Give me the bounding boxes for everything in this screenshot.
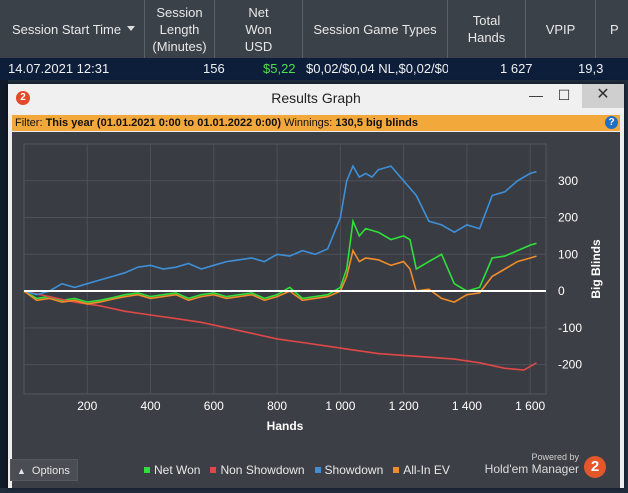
column-header-session-start-time[interactable]: Session Start Time: [0, 0, 145, 58]
cell-net-won: $5,22: [263, 61, 296, 76]
series-line-non-showdown: [23, 290, 537, 371]
series-line-allin-ev: [23, 248, 537, 305]
chart-legend: Net Won Non Showdown Showdown All-In EV: [144, 462, 450, 478]
column-header-label: Session Length (Minutes): [152, 4, 207, 54]
column-header-session-length[interactable]: Session Length (Minutes): [145, 0, 215, 58]
column-header-truncated[interactable]: P: [596, 0, 628, 58]
cell-game-types: $0,02/$0,04 NL,$0,02/$0: [306, 61, 448, 76]
help-icon[interactable]: ?: [605, 116, 618, 129]
column-header-total-hands[interactable]: Total Hands: [448, 0, 526, 58]
window-title: Results Graph: [271, 90, 361, 106]
x-tick-label: 600: [204, 399, 224, 413]
legend-item-allin-ev[interactable]: All-In EV: [393, 462, 450, 478]
column-header-label: Total Hands: [467, 13, 506, 45]
cell-vpip: 19,3: [578, 61, 604, 76]
plot-area: [23, 143, 547, 395]
series-line-net-won: [23, 218, 537, 303]
column-header-label: P: [610, 21, 619, 37]
results-graph-window: 2 Results Graph — ☐ ✕ Filter: This year …: [8, 84, 624, 488]
y-tick-label: 200: [558, 211, 578, 225]
x-tick-label: 1 600: [515, 399, 545, 413]
table-row[interactable]: 14.07.2021 12:31 156 $5,22 $0,02/$0,04 N…: [0, 58, 628, 80]
filter-label: Filter:: [15, 117, 43, 129]
filter-bar: Filter: This year (01.01.2021 0:00 to 01…: [12, 115, 620, 131]
column-header-label: Session Game Types: [313, 21, 437, 37]
y-tick-label: 0: [558, 284, 565, 298]
column-header-label: Net Won USD: [244, 4, 273, 54]
maximize-button[interactable]: ☐: [557, 87, 571, 103]
legend-label: Non Showdown: [220, 463, 305, 477]
powered-by: Powered by Hold'em Manager: [483, 452, 579, 476]
x-axis-label: Hands: [267, 419, 304, 433]
y-axis-ticks: 300 200 100 0 -100 -200: [558, 174, 582, 372]
x-tick-label: 400: [141, 399, 161, 413]
legend-label: Showdown: [324, 463, 384, 477]
x-tick-label: 1 200: [389, 399, 419, 413]
cell-total-hands: 1 627: [500, 61, 533, 76]
cell-start-time: 14.07.2021 12:31: [8, 61, 110, 76]
grid-header: Session Start Time Session Length (Minut…: [0, 0, 628, 59]
winnings-label: Winnings:: [284, 117, 333, 129]
chevron-up-icon: ▲: [17, 466, 26, 476]
hem-logo-icon: 2: [584, 456, 606, 478]
options-button[interactable]: ▲ Options: [10, 459, 78, 481]
legend-item-showdown[interactable]: Showdown: [314, 462, 384, 478]
y-tick-label: -100: [558, 321, 582, 335]
x-axis-ticks: 200 400 600 800 1 000 1 200 1 400 1 600: [77, 399, 545, 413]
legend-label: Net Won: [154, 463, 201, 477]
x-tick-label: 1 400: [452, 399, 482, 413]
x-tick-label: 800: [267, 399, 287, 413]
grid-lines: [24, 144, 546, 394]
column-header-game-types[interactable]: Session Game Types: [303, 0, 448, 58]
series-line-showdown: [23, 164, 537, 296]
y-tick-label: 100: [558, 247, 578, 261]
app-logo-icon: 2: [16, 91, 30, 105]
legend-label: All-In EV: [403, 463, 450, 477]
legend-item-net-won[interactable]: Net Won: [144, 462, 200, 478]
results-line-chart: 200 400 600 800 1 000 1 200 1 400 1 600 300 200 1…: [23, 143, 603, 433]
column-header-label: Session Start Time: [12, 21, 122, 37]
y-tick-label: -200: [558, 358, 582, 372]
brand-name: Hold'em Manager: [484, 462, 579, 476]
column-header-label: VPIP: [545, 21, 576, 37]
chart-area: 200 400 600 800 1 000 1 200 1 400 1 600 300 200 1…: [12, 132, 620, 488]
background-grid-strip: [0, 80, 8, 488]
y-tick-label: 300: [558, 174, 578, 188]
powered-by-text: Powered by: [531, 452, 579, 462]
cell-length: 156: [203, 61, 225, 76]
column-header-net-won[interactable]: Net Won USD: [215, 0, 303, 58]
x-tick-label: 1 000: [325, 399, 355, 413]
legend-swatch: [210, 467, 217, 473]
filter-value: This year (01.01.2021 0:00 to 01.01.2022…: [45, 117, 281, 129]
series-lines: [23, 164, 537, 371]
sort-descending-icon[interactable]: [127, 26, 135, 31]
column-header-vpip[interactable]: VPIP: [526, 0, 596, 58]
legend-swatch: [144, 467, 150, 473]
legend-item-non-showdown[interactable]: Non Showdown: [210, 462, 305, 478]
y-axis-label: Big Blinds: [589, 239, 603, 299]
legend-swatch: [393, 467, 400, 473]
minimize-button[interactable]: —: [529, 87, 543, 103]
close-button[interactable]: ✕: [582, 84, 624, 108]
legend-swatch: [314, 467, 321, 473]
x-tick-label: 200: [77, 399, 97, 413]
winnings-value: 130,5 big blinds: [335, 117, 418, 129]
title-bar[interactable]: 2 Results Graph — ☐ ✕: [8, 84, 624, 114]
options-label: Options: [31, 465, 70, 477]
